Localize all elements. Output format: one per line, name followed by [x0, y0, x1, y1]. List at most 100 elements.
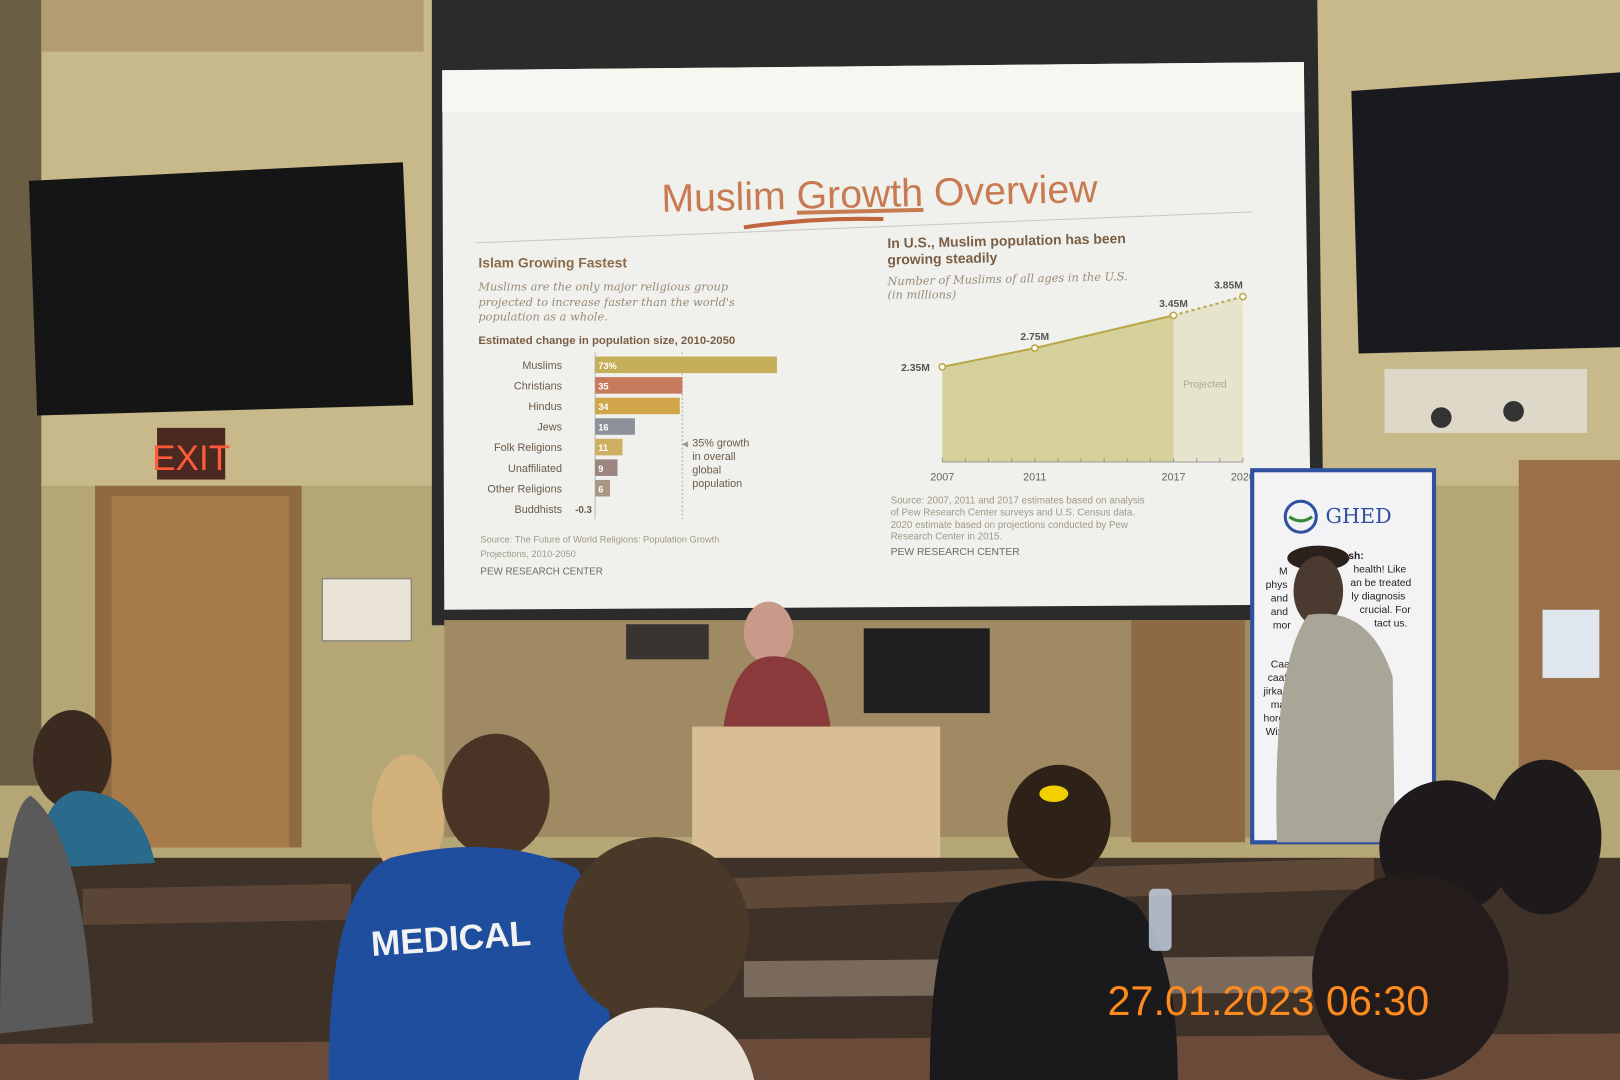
projected-label: Projected: [1183, 380, 1227, 391]
back-cabinet: [1131, 620, 1245, 843]
man-head: [1293, 556, 1344, 627]
x-tick-label: 2017: [1161, 472, 1185, 484]
bar: [595, 397, 680, 415]
bar-chart: Muslims 73% Christians 35 Hindus 34 Jews 16 Folk…: [487, 352, 777, 520]
slide-top-band: [442, 62, 1304, 112]
right-panel-subtitle: Number of Muslims of all ages in the U.S…: [886, 269, 1128, 288]
ceiling-soffit: [41, 0, 424, 52]
x-tick-label: 2020: [1231, 472, 1255, 484]
banner-line: an be treated: [1350, 578, 1411, 589]
audience-member: [1007, 764, 1111, 879]
data-point: [938, 363, 947, 371]
area-fill: [942, 315, 1174, 462]
svg-text:Muslim Growth Overview: Muslim Growth Overview: [661, 167, 1099, 221]
right-panel-subtitle: (in millions): [887, 288, 956, 302]
audience-member: [0, 795, 93, 1034]
bar: [595, 479, 611, 497]
bar-category-label: Other Religions: [487, 483, 562, 495]
left-panel-heading: Islam Growing Fastest: [478, 255, 627, 271]
banner-line: phys: [1266, 580, 1288, 591]
annotation-line: in overall: [692, 451, 735, 463]
banner-text: sh: health! Like an be treated ly diagno…: [1263, 551, 1412, 738]
left-source: Source: The Future of World Religions: P…: [480, 535, 719, 545]
audience-member: [442, 733, 550, 858]
bar: [595, 356, 777, 374]
exit-sign: [157, 427, 226, 480]
bar-value-label: 34: [598, 402, 609, 412]
camera-icon: [1430, 407, 1452, 428]
banner-line: mor: [1273, 620, 1291, 631]
water-bottle: [1148, 888, 1172, 951]
standing-man: [1276, 613, 1395, 843]
left-panel: Islam Growing Fastest Muslims are the on…: [477, 255, 777, 578]
data-label: 3.45M: [1159, 299, 1188, 310]
x-tick-label: 2007: [930, 472, 954, 484]
left-panel-subtitle: Muslims are the only major religious gro…: [477, 279, 728, 293]
exit-sign-text: EXIT: [152, 439, 230, 478]
banner-line: and: [1271, 593, 1288, 604]
bar-value-label: 35: [598, 382, 608, 392]
bar-category-label: Hindus: [528, 401, 562, 413]
banner-line: ly diagnosis: [1351, 591, 1405, 602]
left-credit: PEW RESEARCH CENTER: [480, 567, 602, 578]
slide-title-part: Overview: [923, 167, 1099, 215]
annotation-arrow-icon: [681, 441, 689, 448]
audience-member: [36, 790, 155, 869]
right-panel: In U.S., Muslim population has been grow…: [886, 230, 1255, 558]
right-source: 2020 estimate based on projections condu…: [891, 520, 1129, 531]
bar-category-label: Buddhists: [514, 504, 562, 516]
podium: [692, 726, 941, 872]
bar-value-label: 6: [598, 484, 603, 494]
slide-title-part: Muslim: [661, 174, 797, 221]
right-source: of Pew Research Center surveys and U.S. …: [891, 508, 1135, 519]
bar: [595, 459, 618, 476]
right-source: Research Center in 2015.: [891, 531, 1003, 542]
bar-value-label: 9: [598, 464, 603, 474]
bar-chart-annotation: 35% growth in overall global population: [681, 437, 749, 490]
bar-value-label: 11: [598, 443, 608, 453]
x-tick-label: 2011: [1023, 472, 1046, 484]
data-label: 3.85M: [1214, 280, 1243, 291]
monitor: [863, 628, 990, 714]
right-panel-heading: In U.S., Muslim population has been: [887, 230, 1126, 251]
wall-picture: [626, 624, 709, 660]
audience-member: [371, 754, 445, 879]
medical-shirt: [328, 847, 610, 1080]
annotation-line: population: [692, 478, 742, 490]
banner-line: sh:: [1348, 551, 1363, 562]
banner-line: hore: [1264, 713, 1285, 724]
speaker-headscarf: [743, 601, 794, 664]
left-source: Projections, 2010-2050: [480, 549, 575, 559]
speaker: [723, 656, 831, 729]
bar-category-label: Unaffiliated: [508, 463, 562, 475]
right-tv: [1351, 72, 1620, 354]
right-panel-heading: growing steadily: [887, 249, 998, 267]
bar-value-label: 16: [598, 423, 608, 433]
annotation-line: 35% growth: [692, 437, 749, 449]
camera-icon: [1503, 400, 1524, 422]
bar-category-label: Muslims: [522, 360, 562, 372]
projection-screen: [442, 62, 1313, 610]
ghed-logo-text: GHED: [1326, 504, 1392, 528]
audience-member: [563, 837, 750, 1024]
banner-line: jirka,: [1263, 687, 1286, 698]
left-panel-subtitle: population as a whole.: [478, 309, 607, 323]
bar-value-label: -0.3: [575, 505, 592, 516]
banner-line: crucial. For: [1360, 605, 1412, 616]
right-source: Source: 2007, 2011 and 2017 estimates ba…: [891, 495, 1145, 506]
bar-value-label: 73%: [598, 361, 617, 371]
audience-member: [1487, 759, 1602, 915]
slide-title-part: Growth: [796, 171, 923, 218]
annotation-line: global: [692, 464, 721, 476]
photo-timestamp: 27.01.2023 06:30: [1108, 978, 1430, 1024]
wall-poster: [1542, 609, 1600, 678]
bar: [595, 418, 635, 435]
bar-chart-title: Estimated change in population size, 201…: [478, 335, 735, 347]
left-door: [111, 496, 290, 848]
slide-title: Muslim Growth Overview: [661, 167, 1099, 221]
evacuation-map: [321, 578, 412, 642]
audience-member: [578, 1007, 755, 1080]
projected-area-fill: [1173, 296, 1243, 462]
banner-line: caaf: [1268, 673, 1288, 684]
